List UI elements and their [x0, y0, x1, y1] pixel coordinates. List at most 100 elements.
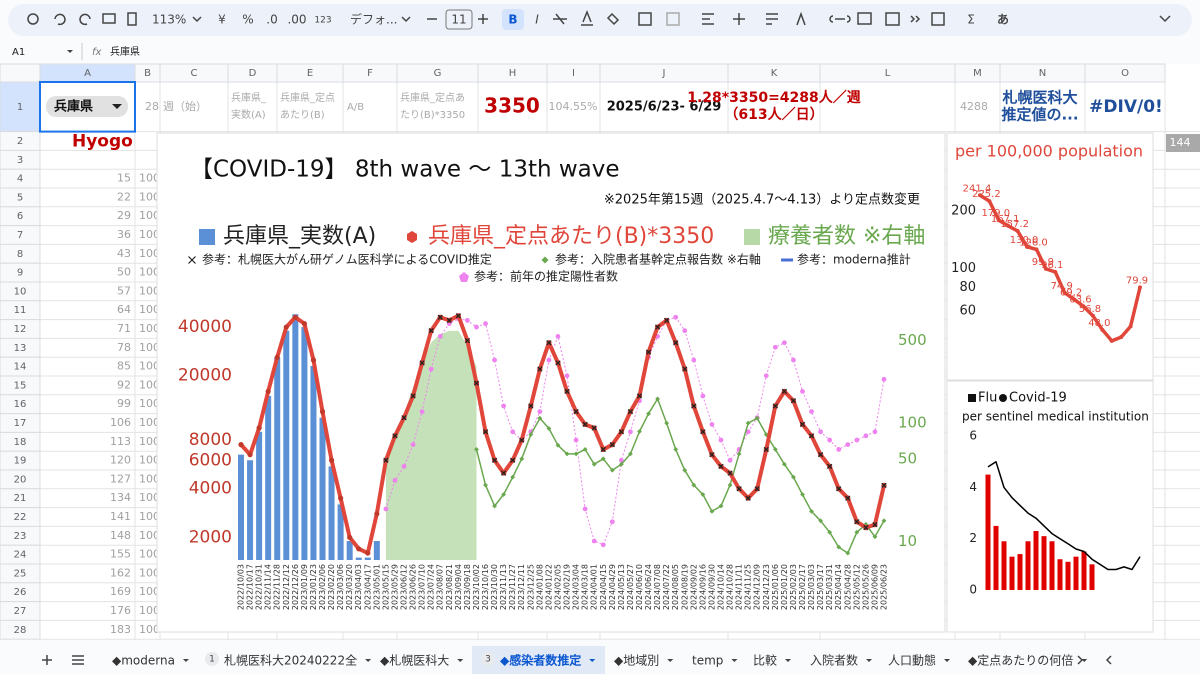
- sheet-tab[interactable]: ◆moderna: [112, 654, 175, 668]
- bar: [1065, 561, 1071, 590]
- filter-views-icon[interactable]: [931, 12, 945, 26]
- merge-icon[interactable]: [666, 12, 680, 26]
- sheet-tab[interactable]: ◆地域別: [614, 654, 659, 668]
- tab-menu[interactable]: [667, 659, 674, 662]
- currency-button[interactable]: ¥: [218, 13, 226, 27]
- marker: [238, 442, 244, 448]
- x-tick-label: 2025/06/23: [880, 564, 889, 610]
- tab-scroll[interactable]: [1077, 655, 1112, 665]
- marker: [646, 411, 651, 417]
- tab-menu[interactable]: [589, 659, 596, 662]
- all-sheets[interactable]: [72, 655, 84, 665]
- marker: [800, 492, 805, 497]
- sheet-tab[interactable]: temp: [692, 654, 723, 668]
- tab-menu[interactable]: [731, 659, 738, 662]
- input-tools[interactable]: あ: [997, 13, 1009, 27]
- link-icon[interactable]: [829, 15, 851, 23]
- sheet-tab[interactable]: 札幌医科大20240222全: [224, 653, 357, 668]
- tab-menu[interactable]: [1081, 659, 1088, 662]
- valign-icon[interactable]: [733, 13, 745, 25]
- search-icon[interactable]: [27, 13, 39, 25]
- zoom[interactable]: 113%: [152, 13, 186, 27]
- sheet-tab[interactable]: ◆札幌医科大: [380, 653, 449, 668]
- tab-menu[interactable]: [365, 659, 372, 662]
- font-size[interactable]: 11: [451, 13, 466, 27]
- x-tick-label: 2023/10/02: [472, 564, 481, 610]
- fill-color-icon[interactable]: [606, 12, 620, 26]
- legend-swatch: [541, 256, 549, 264]
- comment-icon[interactable]: [857, 12, 872, 25]
- corner: [0, 63, 41, 83]
- row-number: 27: [14, 606, 27, 617]
- borders-icon[interactable]: [638, 12, 652, 26]
- dropdown-arrow[interactable]: [112, 104, 122, 109]
- x-tick-label: 2025/04/14: [834, 564, 843, 610]
- x-tick-label: 2024/09/02: [689, 564, 698, 610]
- cell-number: 15: [117, 172, 131, 185]
- marker: [1053, 269, 1058, 274]
- cell-text: 1.28*3350=4288人／週: [687, 89, 861, 106]
- column-letter: F: [367, 68, 373, 79]
- functions-button[interactable]: Σ: [967, 13, 975, 27]
- name-box[interactable]: A1: [12, 47, 25, 58]
- rotate-icon[interactable]: [796, 11, 806, 26]
- marker: [745, 429, 751, 435]
- marker: [510, 429, 516, 435]
- italic-button[interactable]: I: [535, 13, 539, 27]
- marker: [673, 314, 679, 320]
- undo-icon[interactable]: [54, 13, 66, 26]
- data-label: 167.1: [991, 214, 1020, 225]
- row-number: 6: [17, 211, 23, 222]
- marker: [310, 357, 317, 363]
- tab-menu[interactable]: [182, 659, 189, 662]
- align-icon[interactable]: [702, 13, 714, 25]
- font-dropdown[interactable]: [401, 16, 411, 23]
- add-sheet[interactable]: [42, 655, 52, 665]
- marker: [709, 422, 715, 427]
- redo-icon[interactable]: [79, 13, 91, 26]
- cell-number: 50: [117, 266, 131, 279]
- formula-content[interactable]: 兵庫県: [110, 45, 140, 58]
- filter-icon[interactable]: [910, 15, 921, 23]
- decrease-decimal[interactable]: .0: [266, 13, 277, 27]
- sheet-tab[interactable]: ◆定点あたりの何倍: [968, 653, 1073, 668]
- font-size-box[interactable]: [445, 9, 473, 30]
- tab-menu[interactable]: [944, 659, 951, 662]
- bold-button[interactable]: B: [508, 13, 517, 27]
- x-tick-label: 2023/08/07: [436, 564, 445, 610]
- tab-menu[interactable]: [785, 659, 792, 662]
- font-family[interactable]: デフォ...: [350, 12, 397, 27]
- zoom-dropdown[interactable]: [192, 16, 202, 23]
- font-size-plus[interactable]: [478, 14, 488, 24]
- column-letter: L: [885, 68, 891, 79]
- x-tick-label: 2022/11/14: [264, 564, 273, 610]
- cell-text: 104.55%: [549, 100, 598, 113]
- wrap-icon[interactable]: [766, 13, 778, 25]
- x-tick-label: 2024/07/08: [653, 564, 662, 610]
- marker: [501, 403, 507, 409]
- chart-icon[interactable]: [885, 12, 900, 26]
- collapse-toolbar[interactable]: [1159, 15, 1171, 23]
- marker: [474, 324, 479, 330]
- cell-number: 100: [139, 322, 160, 335]
- marker: [745, 420, 751, 426]
- print-icon[interactable]: [102, 13, 116, 24]
- cell-text: 実数(A): [231, 108, 266, 121]
- text-color-icon[interactable]: [581, 9, 593, 26]
- marker: [428, 366, 434, 372]
- strikethrough-icon[interactable]: [553, 13, 567, 25]
- data-label: 74.9: [1051, 281, 1073, 292]
- increase-decimal[interactable]: .00: [287, 13, 306, 27]
- sheet-tab[interactable]: ◆感染者数推定: [500, 653, 581, 668]
- x-tick-label: 2023/06/12: [400, 564, 409, 610]
- tab-menu[interactable]: [457, 659, 464, 662]
- sheet-tab[interactable]: 人口動態: [888, 653, 936, 668]
- sheet-tab[interactable]: 入院者数: [810, 653, 858, 668]
- x-tick-label: 2023/06/26: [409, 564, 418, 610]
- name-box-dropdown[interactable]: [67, 50, 73, 53]
- paint-format-icon[interactable]: [127, 12, 137, 26]
- sheet-tab[interactable]: 比較: [753, 653, 777, 668]
- tab-menu[interactable]: [866, 659, 873, 662]
- format-button[interactable]: 123: [314, 16, 331, 26]
- percent-button[interactable]: %: [242, 13, 253, 27]
